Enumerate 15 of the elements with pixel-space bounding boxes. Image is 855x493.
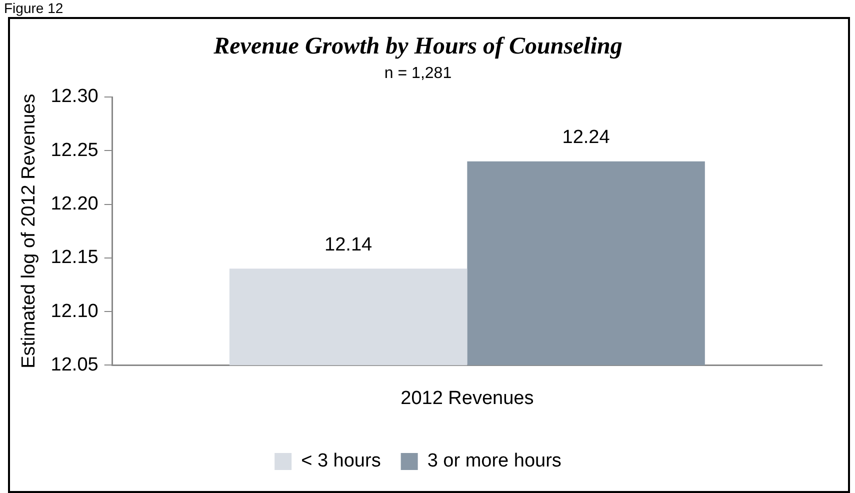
y-tick-label: 12.30 xyxy=(50,86,98,108)
y-tick-label: 12.20 xyxy=(50,194,98,215)
y-axis-title: Estimated log of 2012 Revenues xyxy=(18,94,40,368)
x-tick-label: 2012 Revenues xyxy=(400,388,534,409)
y-tick-label: 12.15 xyxy=(50,247,98,268)
legend-label: < 3 hours xyxy=(301,450,381,472)
data-label: 12.14 xyxy=(324,234,373,256)
chart-subtitle: n = 1,281 xyxy=(384,64,452,82)
caption: Figure 12 xyxy=(4,0,64,16)
legend-label: 3 or more hours xyxy=(427,450,562,472)
y-tick-label: 12.25 xyxy=(50,140,98,161)
y-tick-label: 12.10 xyxy=(50,300,98,322)
data-label: 12.24 xyxy=(562,127,610,148)
y-tick-label: 12.05 xyxy=(50,354,98,376)
chart-title: Revenue Growth by Hours of Counseling xyxy=(212,34,622,60)
